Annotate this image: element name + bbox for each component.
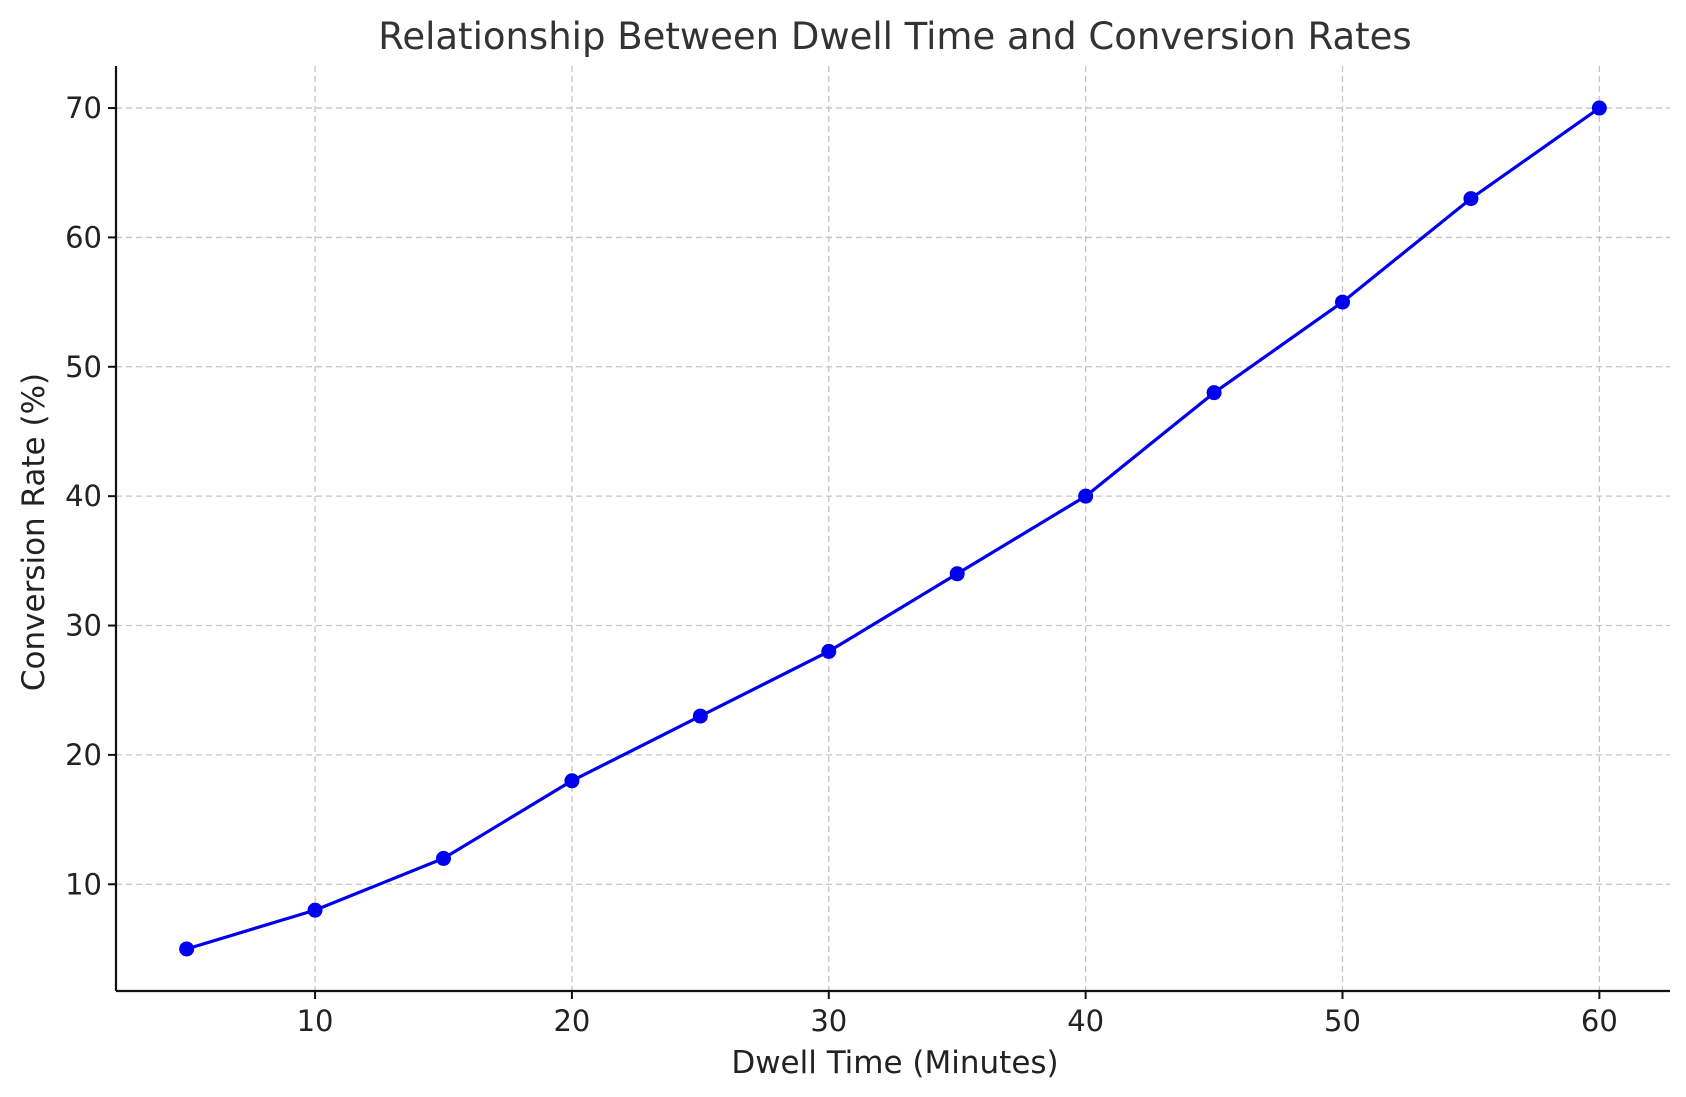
y-axis-label: Conversion Rate (%) bbox=[16, 373, 52, 691]
data-point bbox=[1463, 191, 1479, 207]
y-tick-label: 50 bbox=[65, 350, 102, 384]
series-conversion-rate bbox=[179, 100, 1607, 957]
data-point bbox=[1078, 488, 1094, 504]
y-tick-label: 60 bbox=[65, 220, 102, 254]
y-tick-label: 20 bbox=[65, 738, 102, 772]
data-point bbox=[949, 566, 965, 582]
y-axis-ticks: 10 20 30 40 50 60 70 bbox=[65, 91, 116, 901]
series-line bbox=[186, 106, 1601, 951]
data-point bbox=[1335, 294, 1351, 310]
x-tick-label: 30 bbox=[810, 1004, 847, 1038]
x-tick-label: 20 bbox=[553, 1004, 590, 1038]
grid-lines bbox=[116, 66, 1670, 991]
data-point bbox=[821, 643, 837, 659]
data-point bbox=[692, 708, 708, 724]
x-tick-label: 60 bbox=[1581, 1004, 1618, 1038]
x-tick-label: 50 bbox=[1324, 1004, 1361, 1038]
data-point bbox=[1591, 100, 1607, 116]
x-axis-label: Dwell Time (Minutes) bbox=[731, 1045, 1058, 1081]
data-point bbox=[307, 902, 323, 918]
data-point bbox=[1206, 385, 1222, 401]
data-point bbox=[179, 941, 195, 957]
chart-title: Relationship Between Dwell Time and Conv… bbox=[378, 15, 1411, 58]
x-tick-label: 10 bbox=[297, 1004, 334, 1038]
axes bbox=[114, 66, 1670, 993]
y-tick-label: 40 bbox=[65, 479, 102, 513]
x-axis-ticks: 10 20 30 40 50 60 bbox=[297, 991, 1618, 1038]
data-point bbox=[564, 773, 580, 789]
y-tick-label: 10 bbox=[65, 867, 102, 901]
y-tick-label: 70 bbox=[65, 91, 102, 125]
data-point bbox=[435, 850, 451, 866]
y-tick-label: 30 bbox=[65, 609, 102, 643]
x-tick-label: 40 bbox=[1067, 1004, 1104, 1038]
